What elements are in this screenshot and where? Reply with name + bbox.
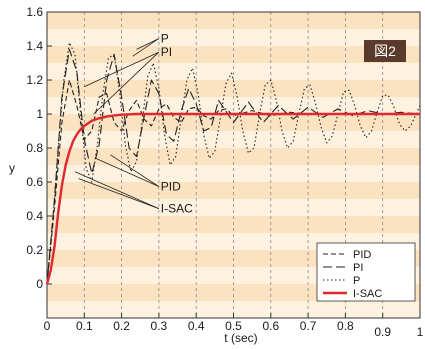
x-tick-label: 0.7 (300, 319, 317, 333)
legend-label: PI (353, 262, 363, 274)
annotation-label: P (161, 32, 169, 46)
x-tick-label: 0 (44, 319, 51, 333)
background-band (47, 301, 420, 318)
annotation-label: I-SAC (161, 202, 193, 216)
legend-label: P (353, 275, 360, 287)
annotation-leader (78, 178, 159, 209)
figure-badge-box (364, 40, 406, 62)
x-tick-label: 1 (417, 325, 424, 339)
y-axis-label: y (9, 161, 15, 175)
annotation-leader (132, 38, 159, 57)
legend-label: PID (353, 249, 371, 261)
series-line-p (46, 42, 421, 285)
annotation-leader (95, 157, 159, 187)
x-tick-label: 0.9 (374, 325, 391, 339)
x-axis-ticks: 0 0.1 0.2 0.3 0.4 0.5 0.6 0.7 0.8 0.9 1 (44, 313, 424, 339)
legend-box (316, 242, 416, 302)
annotation-leader (93, 51, 160, 115)
annotation-label: PI (161, 45, 172, 59)
x-axis-label: t (sec) (224, 331, 257, 345)
y-tick-label: 1 (36, 107, 43, 121)
background-band (47, 80, 420, 97)
figure-badge: 図2 (364, 40, 406, 62)
annotation-leader (74, 171, 159, 209)
series-line-pi (46, 48, 421, 285)
background-band (47, 63, 420, 80)
x-tick-label: 0.1 (76, 319, 93, 333)
y-tick-label: 0.8 (26, 141, 43, 155)
y-axis-ticks: 0 0.2 0.4 0.6 0.8 1 1.2 1.4 1.6 (26, 5, 52, 291)
y-tick-label: 1.2 (26, 73, 43, 87)
series-line-pid (46, 79, 420, 285)
background-band (47, 97, 420, 114)
curve-annotations: PPI PID I-SAC (74, 32, 193, 216)
y-tick-label: 0.4 (26, 209, 43, 223)
x-tick-label: 0.8 (337, 319, 354, 333)
legend-label: I-SAC (353, 288, 382, 300)
x-tick-label: 0.4 (188, 319, 205, 333)
background-band (47, 199, 420, 216)
y-tick-label: 0.6 (26, 175, 43, 189)
x-tick-label: 0.3 (151, 319, 168, 333)
y-tick-label: 0.2 (26, 243, 43, 257)
background-band (47, 182, 420, 199)
series-line-i-sac (45, 112, 420, 285)
background-band (47, 165, 420, 182)
y-tick-label: 0 (36, 277, 43, 291)
y-tick-label: 1.4 (26, 39, 43, 53)
annotation-label: PID (161, 180, 181, 194)
y-tick-label: 1.6 (26, 5, 43, 19)
figure-badge-label: 図2 (374, 43, 396, 59)
annotation-leader (84, 51, 159, 88)
x-tick-label: 0.5 (225, 319, 242, 333)
x-tick-label: 0.2 (113, 319, 130, 333)
annotation-leader (110, 154, 159, 187)
annotation-leader (136, 38, 159, 50)
x-tick-label: 0.6 (262, 319, 279, 333)
series-lines (45, 42, 421, 285)
